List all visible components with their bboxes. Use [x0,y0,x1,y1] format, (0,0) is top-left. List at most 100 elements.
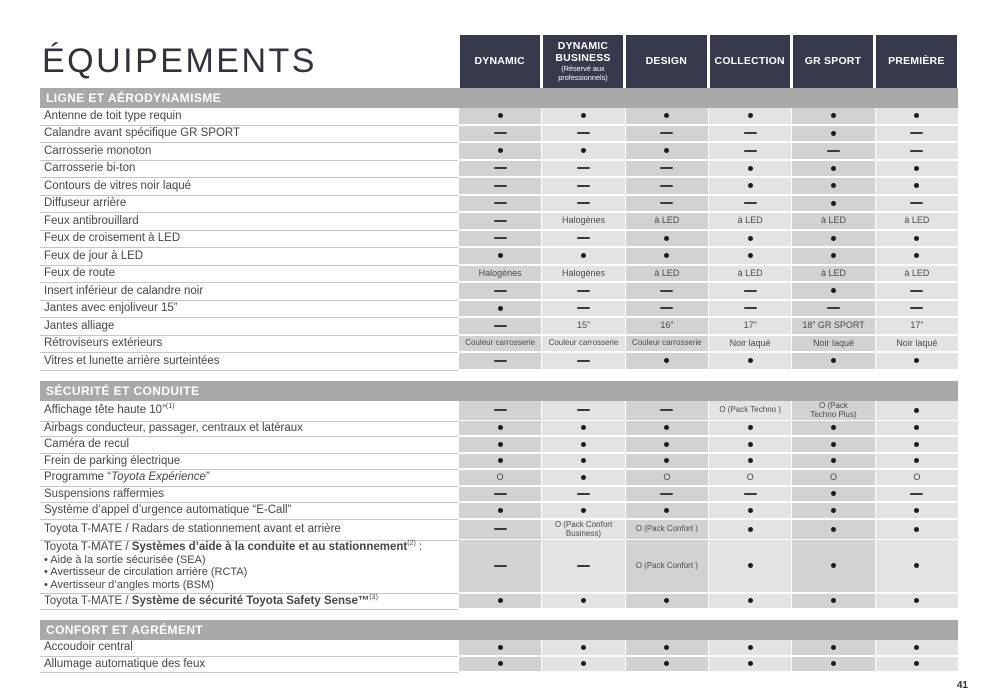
included-dot-icon [664,235,670,241]
value-cell: Noir laqué [874,335,958,353]
section-header: LIGNE ET AÉRODYNAMISME [40,88,958,108]
not-available-dash-icon [910,307,924,310]
row-label: Feux de jour à LED [40,248,458,266]
included-dot-icon [747,458,753,464]
included-dot-icon [580,507,586,513]
included-dot-icon [914,526,920,532]
value-cell [791,453,875,470]
value-cell: 17” [708,318,792,336]
not-available-dash-icon [493,492,507,495]
value-cell: Halogènes [458,265,542,283]
value-cell [541,195,625,213]
value-cell: Noir laqué [791,335,875,353]
included-dot-icon [497,441,503,447]
included-dot-icon [664,598,670,604]
value-cell [708,420,792,437]
included-dot-icon [497,644,503,650]
table-row: Insert inférieur de calandre noir [40,283,958,301]
value-cell [708,178,792,196]
included-dot-icon [580,598,586,604]
not-available-dash-icon [576,132,590,135]
value-cell [541,437,625,454]
value-cell [708,437,792,454]
not-available-dash-icon [493,359,507,362]
included-dot-icon [580,661,586,667]
row-label: Toyota T-MATE / Systèmes d’aide à la con… [40,540,458,594]
row-sub-label: • Aide à la sortie sécurisée (SEA) [44,553,206,566]
value-cell [874,420,958,437]
value-cell [791,230,875,248]
row-label: Calandre avant spécifique GR SPORT [40,126,458,143]
included-dot-icon [914,407,920,413]
row-sub-label: • Avertisseur d’angles morts (BSM) [44,578,214,591]
value-cell [624,230,708,248]
not-available-dash-icon [660,307,674,310]
value-cell [791,437,875,454]
value-cell [458,248,542,266]
value-cell [541,539,625,594]
row-label: Frein de parking électrique [40,454,458,470]
table-row: Jantes avec enjoliveur 15” [40,300,958,318]
table-row: Calandre avant spécifique GR SPORT [40,125,958,143]
not-available-dash-icon [826,307,840,310]
row-label: Antenne de toit type requin [40,108,458,126]
table-row: Suspensions raffermies [40,486,958,503]
column-header-gr-sport: GR SPORT [792,35,874,88]
included-dot-icon [914,507,920,513]
included-dot-icon [747,598,753,604]
not-available-dash-icon [910,149,924,152]
included-dot-icon [830,644,836,650]
included-dot-icon [830,235,836,241]
row-label: Carrosserie bi-ton [40,161,458,178]
value-cell [458,519,542,541]
value-cell [708,519,792,541]
included-dot-icon [914,644,920,650]
value-cell [624,486,708,503]
value-cell [458,213,542,231]
not-available-dash-icon [493,324,507,327]
table-row: Feux de route Halogènes Halogènes à LED à LE… [40,265,958,283]
value-cell [791,420,875,437]
value-cell [458,108,542,126]
value-cell [458,486,542,503]
value-cell [874,593,958,610]
not-available-dash-icon [826,149,840,152]
value-cell [708,300,792,318]
included-dot-icon [830,661,836,667]
value-cell [458,160,542,178]
included-dot-icon [497,305,503,311]
included-dot-icon [580,148,586,154]
included-dot-icon [747,253,753,259]
row-label: Système d’appel d’urgence automatique “E… [40,503,458,520]
included-dot-icon [664,113,670,119]
not-available-dash-icon [660,492,674,495]
included-dot-icon [747,235,753,241]
included-dot-icon [830,441,836,447]
value-cell [624,400,708,422]
row-label: Diffuseur arrière [40,196,458,213]
included-dot-icon [830,113,836,119]
included-dot-icon [664,644,670,650]
value-cell: 15” [541,318,625,336]
table-row: Airbags conducteur, passager, centraux e… [40,420,958,437]
included-dot-icon [830,253,836,259]
row-label: Rétroviseurs extérieurs [40,336,458,353]
title-cell: ÉQUIPEMENTS [40,35,458,88]
included-dot-icon [664,507,670,513]
included-dot-icon [830,526,836,532]
value-cell [541,283,625,301]
table-section: CONFORT ET AGRÉMENT Accoudoir central Allu… [40,620,958,673]
not-available-dash-icon [743,289,757,292]
table-row: Jantes alliage 15” 16” 17” 18” GR SPORT 17” [40,318,958,336]
value-cell [624,108,708,126]
value-cell [791,195,875,213]
value-cell: O [791,470,875,487]
value-cell [458,178,542,196]
included-dot-icon [580,441,586,447]
not-available-dash-icon [493,528,507,531]
included-dot-icon [914,183,920,189]
not-available-dash-icon [743,492,757,495]
row-label: Jantes alliage [40,318,458,336]
value-cell [874,503,958,520]
value-cell [541,640,625,657]
